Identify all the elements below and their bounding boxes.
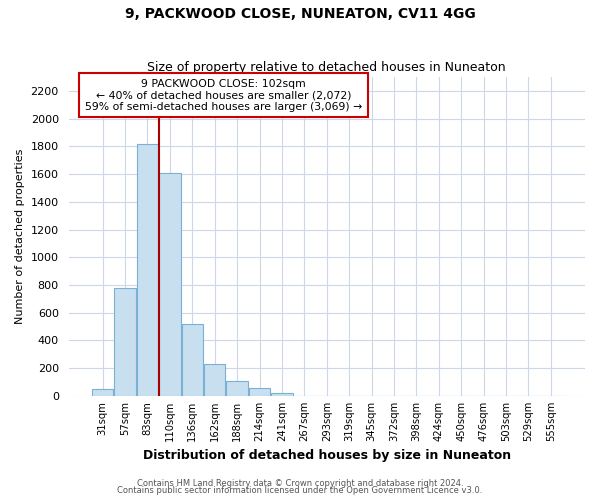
Text: Contains public sector information licensed under the Open Government Licence v3: Contains public sector information licen… [118, 486, 482, 495]
Y-axis label: Number of detached properties: Number of detached properties [15, 149, 25, 324]
Text: 9 PACKWOOD CLOSE: 102sqm
← 40% of detached houses are smaller (2,072)
59% of sem: 9 PACKWOOD CLOSE: 102sqm ← 40% of detach… [85, 78, 362, 112]
Bar [271, 393, 293, 396]
Bar [249, 388, 270, 396]
Bar [92, 389, 113, 396]
Bar [159, 172, 181, 396]
X-axis label: Distribution of detached houses by size in Nuneaton: Distribution of detached houses by size … [143, 450, 511, 462]
Bar [226, 382, 248, 396]
Title: Size of property relative to detached houses in Nuneaton: Size of property relative to detached ho… [148, 62, 506, 74]
Bar [204, 364, 226, 396]
Bar [137, 144, 158, 396]
Bar [182, 324, 203, 396]
Text: Contains HM Land Registry data © Crown copyright and database right 2024.: Contains HM Land Registry data © Crown c… [137, 478, 463, 488]
Text: 9, PACKWOOD CLOSE, NUNEATON, CV11 4GG: 9, PACKWOOD CLOSE, NUNEATON, CV11 4GG [125, 8, 475, 22]
Bar [115, 288, 136, 396]
